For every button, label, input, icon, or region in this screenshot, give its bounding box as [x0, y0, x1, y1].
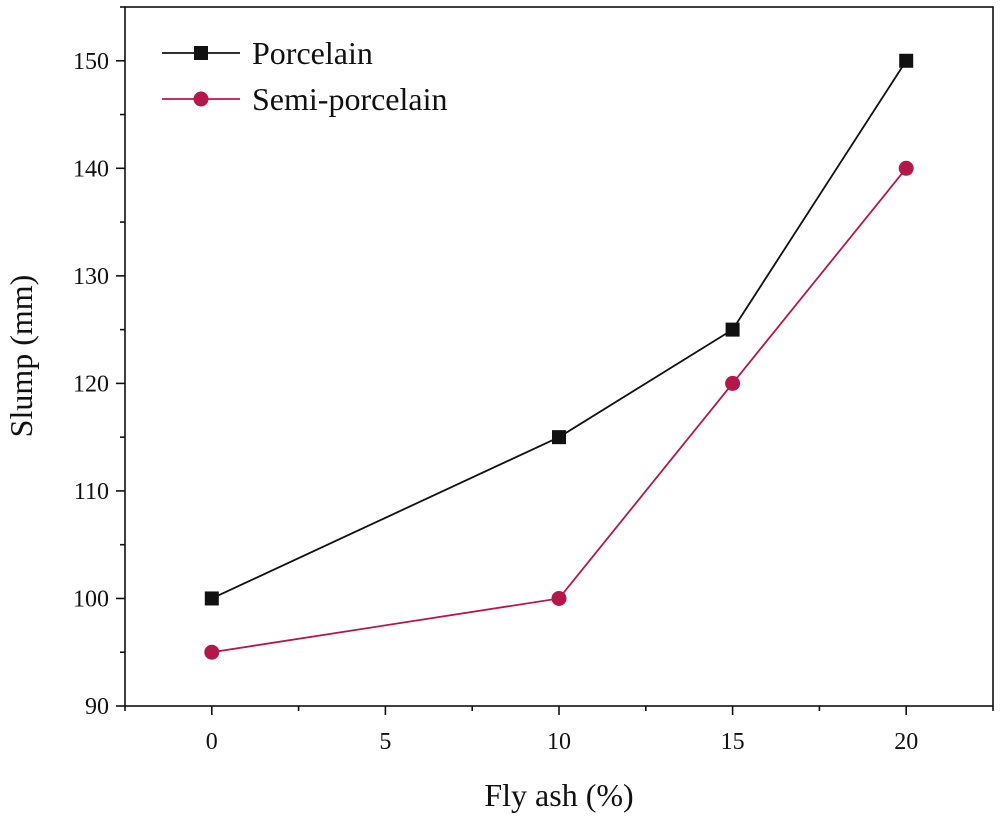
x-tick-label: 5 [379, 729, 391, 755]
y-axis-title: Slump (mm) [3, 275, 39, 438]
legend-label: Porcelain [252, 35, 373, 71]
data-point [204, 591, 219, 606]
legend: Porcelain Semi-porcelain [162, 35, 447, 117]
series-layer [204, 53, 914, 660]
x-axis-title: Fly ash (%) [484, 777, 633, 813]
data-point [898, 160, 914, 176]
y-tick-label: 130 [73, 264, 109, 290]
legend-marker [193, 91, 209, 107]
series-semi-porcelain [204, 160, 914, 660]
x-tick-label: 20 [894, 729, 918, 755]
x-tick-label: 0 [206, 729, 218, 755]
y-axis: 90 100 110 120 130 140 150 [73, 6, 125, 720]
x-tick-label: 10 [547, 729, 571, 755]
legend-marker [194, 46, 208, 60]
y-tick-label: 140 [73, 156, 109, 182]
x-axis: 0 5 10 15 20 [124, 706, 994, 755]
legend-item: Semi-porcelain [162, 81, 447, 117]
data-point [725, 322, 740, 337]
data-point [204, 644, 220, 660]
data-point [551, 590, 567, 606]
x-tick-label: 15 [721, 729, 745, 755]
y-tick-label: 120 [73, 371, 109, 397]
y-tick-label: 150 [73, 49, 109, 75]
legend-item: Porcelain [162, 35, 373, 71]
data-point [725, 375, 741, 391]
y-tick-label: 100 [73, 586, 109, 612]
legend-label: Semi-porcelain [252, 81, 447, 117]
series-line [211, 167, 907, 654]
y-tick-label: 110 [74, 479, 109, 505]
series-line [211, 60, 907, 600]
data-point [899, 53, 914, 68]
y-tick-label: 90 [85, 694, 109, 720]
data-point [552, 430, 566, 445]
series-porcelain [204, 53, 914, 606]
